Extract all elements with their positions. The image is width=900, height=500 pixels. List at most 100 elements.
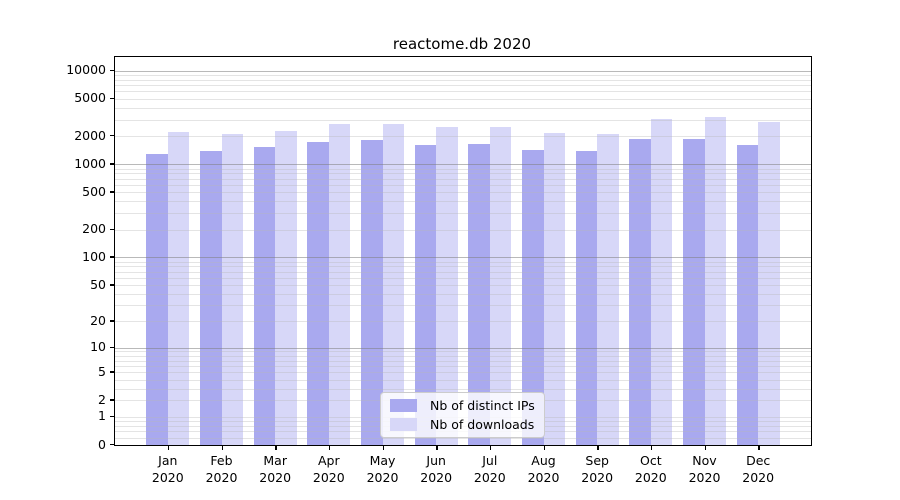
minor-gridline	[115, 168, 811, 170]
minor-gridline	[115, 321, 811, 323]
major-gridline	[115, 70, 811, 72]
x-tick-label: Dec 2020	[730, 453, 786, 486]
x-tick-label: Jan 2020	[140, 453, 196, 486]
y-tick-mark	[110, 69, 114, 72]
x-tick-month: Jun	[426, 453, 446, 468]
minor-gridline	[115, 201, 811, 203]
plot-area: Nb of distinct IPs Nb of downloads	[114, 56, 812, 446]
legend-label: Nb of distinct IPs	[430, 398, 535, 413]
x-tick-month: Jan	[158, 453, 178, 468]
y-tick-label: 2	[98, 391, 106, 407]
bar-sep-ips	[575, 150, 598, 445]
minor-gridline	[115, 79, 811, 81]
bar-aug-ips	[522, 149, 544, 445]
bar-jul-downloads	[489, 127, 512, 445]
legend: Nb of distinct IPs Nb of downloads	[380, 392, 545, 438]
bar-mar-ips	[253, 146, 276, 445]
y-tick-label: 20	[90, 312, 106, 328]
x-tick-month: Feb	[210, 453, 233, 468]
legend-label: Nb of downloads	[430, 417, 535, 432]
minor-gridline	[115, 192, 811, 194]
legend-swatch	[390, 399, 417, 412]
x-tick-year: 2020	[205, 469, 238, 485]
x-tick-month: May	[369, 453, 396, 468]
minor-gridline	[115, 271, 811, 273]
x-tick-label: Apr 2020	[301, 453, 357, 486]
x-tick-month: Mar	[263, 453, 287, 468]
chart-title: reactome.db 2020	[392, 35, 532, 53]
bar-aug-downloads	[543, 132, 565, 445]
y-tick-label: 1000	[74, 155, 106, 171]
x-tick-mark	[275, 446, 277, 450]
minor-gridline	[115, 360, 811, 362]
y-tick-label: 1	[98, 408, 106, 424]
x-tick-mark	[489, 446, 492, 450]
minor-gridline	[115, 98, 811, 100]
y-tick-mark	[110, 256, 114, 258]
x-tick-label: Aug 2020	[516, 453, 572, 486]
bar-apr-downloads	[328, 124, 351, 445]
x-tick-mark	[436, 446, 438, 450]
x-tick-label: Jul 2020	[462, 453, 518, 486]
x-tick-month: Sep	[585, 453, 609, 468]
x-tick-label: Mar 2020	[247, 453, 303, 486]
bar-oct-downloads	[650, 119, 673, 445]
minor-gridline	[115, 136, 811, 138]
x-tick-mark	[328, 446, 331, 450]
y-tick-label: 0	[98, 436, 106, 452]
x-tick-mark	[221, 446, 223, 450]
y-tick-mark	[110, 444, 114, 446]
x-tick-year: 2020	[742, 469, 775, 485]
x-tick-year: 2020	[527, 469, 560, 485]
minor-gridline	[115, 185, 811, 186]
minor-gridline	[115, 107, 811, 109]
y-tick-mark	[110, 163, 114, 165]
minor-gridline	[115, 294, 811, 296]
minor-gridline	[115, 91, 811, 93]
x-tick-month: Dec	[746, 453, 771, 468]
minor-gridline	[115, 351, 811, 353]
minor-gridline	[115, 365, 811, 367]
x-tick-mark	[758, 446, 760, 450]
bar-feb-downloads	[221, 133, 243, 445]
bar-jan-ips	[146, 153, 168, 445]
x-tick-label: Nov 2020	[677, 453, 733, 486]
minor-gridline	[115, 229, 811, 231]
minor-gridline	[115, 372, 811, 374]
y-tick-mark	[110, 135, 114, 137]
x-tick-month: Aug	[531, 453, 556, 468]
x-tick-year: 2020	[420, 469, 453, 485]
x-tick-year: 2020	[473, 469, 506, 485]
x-tick-year: 2020	[581, 469, 614, 485]
bar-may-downloads	[382, 124, 404, 445]
x-tick-label: Jun 2020	[408, 453, 464, 486]
y-tick-mark	[110, 228, 114, 230]
bar-jul-ips	[468, 143, 490, 445]
x-tick-year: 2020	[366, 469, 399, 485]
y-tick-label: 200	[82, 221, 106, 236]
x-tick-month: Nov	[692, 453, 717, 468]
bar-nov-downloads	[704, 117, 726, 445]
bar-apr-ips	[307, 142, 329, 445]
y-tick-mark	[110, 399, 114, 401]
x-tick-mark	[382, 446, 384, 450]
bar-jun-downloads	[436, 126, 458, 445]
x-tick-mark	[704, 446, 706, 450]
y-tick-mark	[110, 346, 114, 348]
y-tick-label: 100	[82, 248, 106, 264]
y-tick-label: 10	[90, 339, 106, 354]
x-tick-month: Jul	[482, 453, 498, 468]
bar-mar-downloads	[275, 130, 297, 445]
y-tick-mark	[110, 97, 114, 100]
bar-nov-ips	[683, 139, 705, 445]
minor-gridline	[115, 75, 811, 76]
minor-gridline	[115, 437, 811, 439]
y-tick-label: 500	[82, 183, 106, 199]
x-tick-label: May 2020	[355, 453, 411, 486]
x-tick-year: 2020	[312, 469, 345, 485]
x-tick-year: 2020	[688, 469, 721, 485]
x-tick-year: 2020	[259, 469, 292, 485]
x-tick-label: Oct 2020	[623, 453, 679, 486]
minor-gridline	[115, 261, 811, 263]
